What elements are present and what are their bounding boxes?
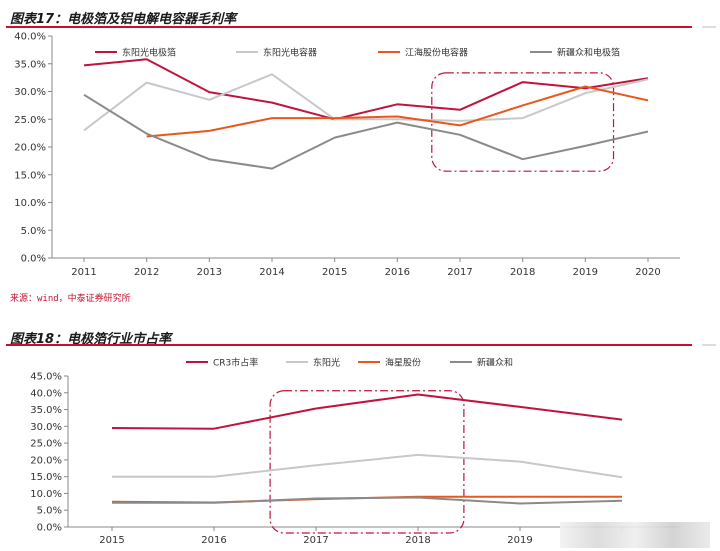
y-tick-label: 40.0% xyxy=(30,388,62,399)
figure1-corner-mark xyxy=(702,26,716,28)
y-tick-label: 20.0% xyxy=(30,455,62,466)
series-line-4 xyxy=(112,496,623,505)
y-tick-label: 15.0% xyxy=(30,472,62,483)
x-tick-label: 2013 xyxy=(197,267,222,278)
x-tick-label: 2017 xyxy=(303,535,328,546)
x-tick-label: 2017 xyxy=(447,267,472,278)
legend-label-4: 新疆众和 xyxy=(477,357,513,369)
series-line-4 xyxy=(83,93,649,170)
chart2-plot: 0.0% 5.0% 10.0% 15.0% 20.0% 25.0% 30.0% 35.0% 40… xyxy=(30,357,680,546)
y-tick-label: 35.0% xyxy=(14,59,46,70)
series-line-2 xyxy=(112,453,623,479)
legend-label-4: 新疆众和电极箔 xyxy=(557,47,620,59)
legend-label-2: 东阳光 xyxy=(313,357,340,369)
x-tick-label: 2012 xyxy=(134,267,159,278)
legend-label-1: 东阳光电极箔 xyxy=(122,47,176,59)
x-tick-label: 2019 xyxy=(573,267,598,278)
x-tick-label: 2011 xyxy=(71,267,96,278)
legend-label-3: 海星股份 xyxy=(385,357,421,369)
figure1-title-rule xyxy=(6,26,692,28)
x-tick-label: 2016 xyxy=(201,535,226,546)
y-tick-label: 15.0% xyxy=(14,170,46,181)
x-tick-label: 2020 xyxy=(635,267,660,278)
watermark-blur xyxy=(560,522,710,548)
y-tick-label: 35.0% xyxy=(30,405,62,416)
y-tick-label: 25.0% xyxy=(30,439,62,450)
legend-label-1: CR3市占率 xyxy=(213,357,258,369)
x-tick-label: 2016 xyxy=(385,267,410,278)
figure1-source: 来源：wind，中泰证券研究所 xyxy=(10,294,131,304)
y-tick-label: 10.0% xyxy=(14,198,46,209)
y-tick-label: 0.0% xyxy=(21,254,46,265)
y-tick-label: 0.0% xyxy=(37,523,62,534)
figure2-corner-mark xyxy=(702,344,716,346)
y-tick-label: 40.0% xyxy=(14,32,46,43)
series-line-1 xyxy=(111,393,623,430)
y-tick-label: 20.0% xyxy=(14,143,46,154)
highlight-box xyxy=(269,390,465,534)
highlight-box xyxy=(431,72,615,172)
x-tick-label: 2015 xyxy=(99,535,124,546)
figure2-title-rule xyxy=(6,344,692,346)
y-tick-label: 5.0% xyxy=(37,506,62,517)
x-tick-label: 2018 xyxy=(510,267,535,278)
y-tick-label: 30.0% xyxy=(14,87,46,98)
legend-label-2: 东阳光电容器 xyxy=(263,47,317,59)
x-tick-label: 2015 xyxy=(322,267,347,278)
series-line-3 xyxy=(146,85,649,138)
y-tick-label: 25.0% xyxy=(14,115,46,126)
series-line-2 xyxy=(83,73,649,132)
series-line-1 xyxy=(83,58,649,121)
chart1-plot: 0.0% 5.0% 10.0% 15.0% 20.0% 25.0% 30.0% 35.0% 40… xyxy=(14,32,680,278)
y-tick-label: 5.0% xyxy=(21,226,46,237)
x-tick-label: 2019 xyxy=(507,535,532,546)
y-tick-label: 30.0% xyxy=(30,422,62,433)
figure1-title: 图表17：电极箔及铝电解电容器毛利率 xyxy=(10,12,237,27)
x-tick-label: 2018 xyxy=(405,535,430,546)
x-tick-label: 2014 xyxy=(259,267,284,278)
legend-label-3: 江海股份电容器 xyxy=(405,47,468,59)
figure2-title: 图表18：电极箔行业市占率 xyxy=(10,332,172,347)
y-tick-label: 45.0% xyxy=(30,372,62,383)
y-tick-label: 10.0% xyxy=(30,489,62,500)
